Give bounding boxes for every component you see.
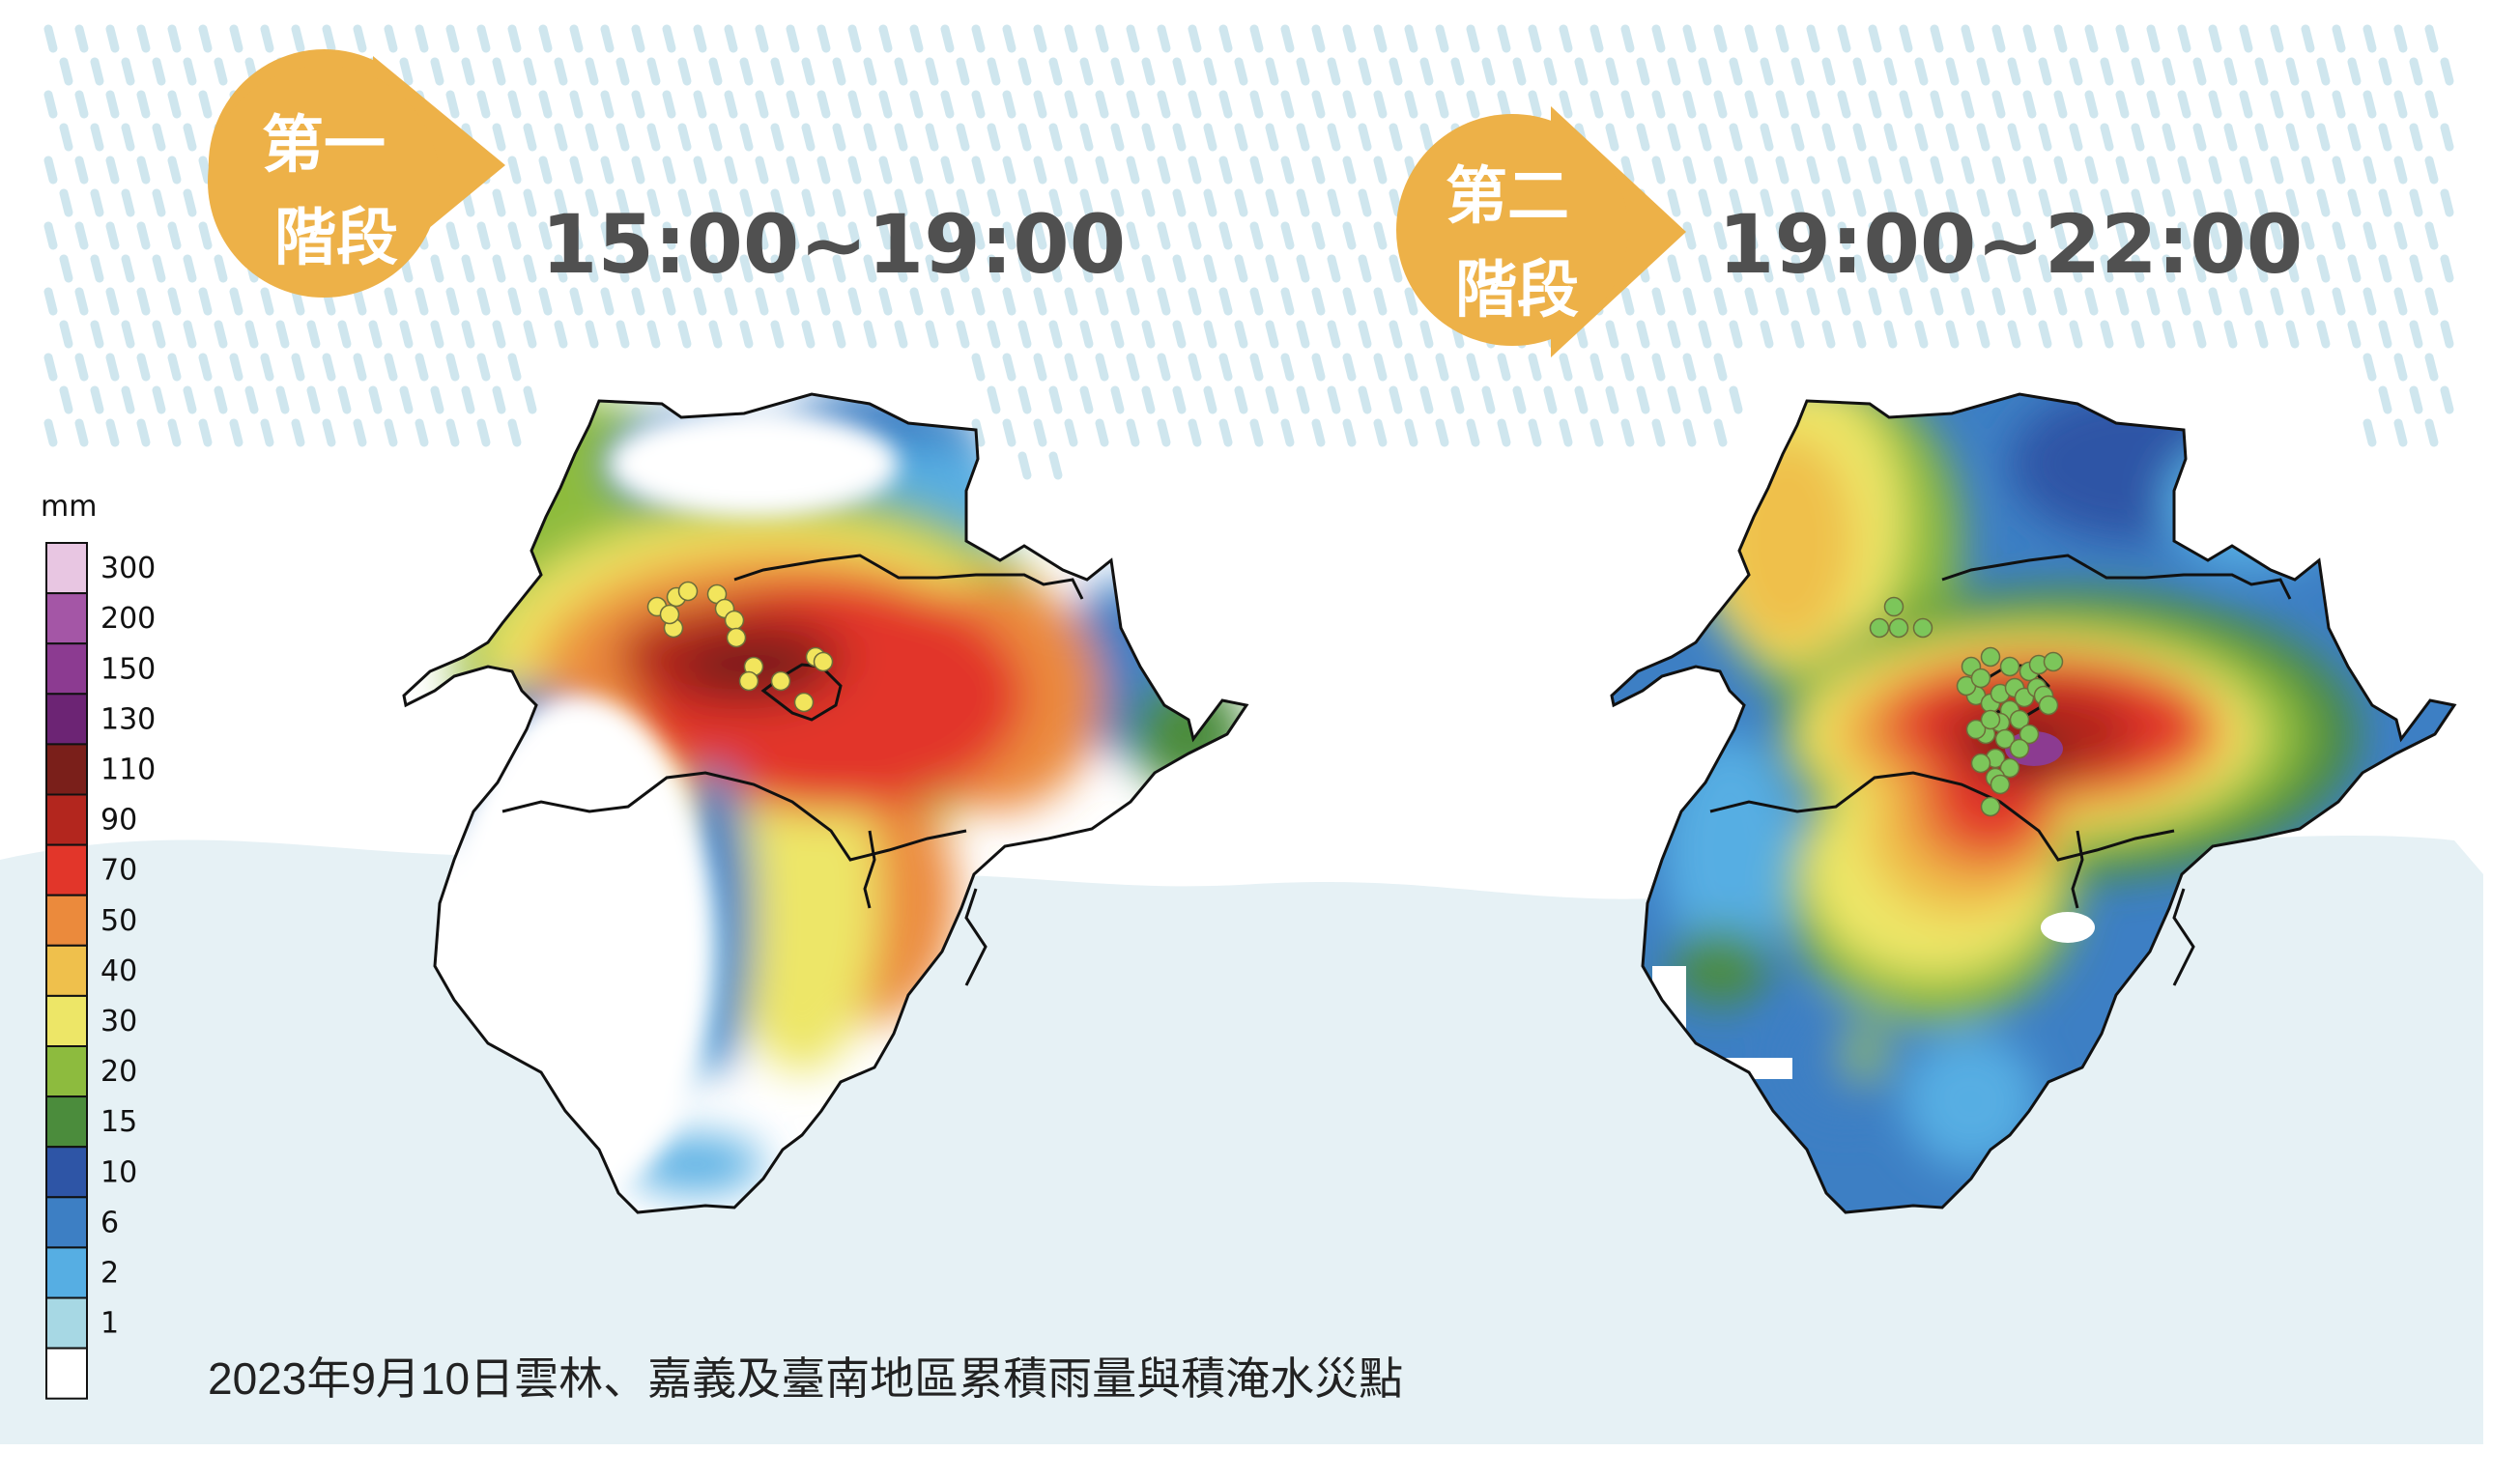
legend-tick-label: 15 (100, 1105, 137, 1139)
legend-color-box (45, 1196, 88, 1249)
stage1-label-line2: 階段 (274, 203, 398, 274)
legend-color-box (45, 843, 88, 896)
legend-tick-label: 110 (100, 754, 156, 787)
legend-tick-label: 300 (100, 552, 156, 585)
legend-color-box (45, 592, 88, 645)
flood-point-marker (2038, 695, 2059, 716)
flood-point-marker (726, 627, 747, 648)
flood-point-marker (738, 670, 759, 692)
flood-point-marker (659, 604, 680, 625)
flood-points-stage1 (646, 581, 834, 713)
stage1-badge: 第一 階段 (208, 48, 505, 298)
flood-point-marker (1970, 753, 1991, 774)
caption: 2023年9月10日雲林、嘉義及臺南地區累積雨量與積淹水災點 (208, 1353, 1403, 1404)
rainfall-map-stage1 (402, 392, 1248, 1214)
stage1-time-range: 15:00~19:00 (541, 197, 1126, 292)
legend-color-box (45, 642, 88, 696)
flood-point-marker (793, 692, 815, 713)
flood-point-marker (1980, 709, 2001, 730)
flood-point-marker (770, 670, 791, 692)
legend-tick-label: 10 (100, 1155, 137, 1189)
flood-point-marker (1980, 796, 2001, 817)
flood-point-marker (1912, 617, 1933, 639)
flood-point-marker (1990, 774, 2011, 795)
legend-tick-label: 6 (100, 1206, 119, 1239)
flood-points-stage2 (1869, 596, 2064, 817)
flood-point-marker (813, 651, 834, 672)
legend-color-box (45, 1347, 88, 1400)
flood-point-marker (2019, 724, 2040, 745)
legend-tick-label: 1 (100, 1307, 119, 1341)
legend-tick-label: 40 (100, 954, 137, 988)
stage1-label-line1: 第一 (262, 110, 386, 182)
flood-point-marker (1888, 617, 1909, 639)
legend-color-box (45, 994, 88, 1048)
legend-color-box (45, 1246, 88, 1299)
flood-point-marker (1994, 728, 2016, 750)
stage2-badge: 第二 階段 (1396, 106, 1686, 357)
legend-color-box (45, 743, 88, 796)
legend-tick-label: 50 (100, 904, 137, 938)
flood-point-marker (1965, 719, 1987, 740)
flood-point-marker (1999, 656, 2020, 677)
flood-point-marker (724, 610, 745, 631)
legend-color-box (45, 894, 88, 947)
stage2-time-range: 19:00~22:00 (1718, 197, 2303, 292)
flood-point-marker (2009, 738, 2030, 759)
legend-tick-label: 70 (100, 854, 137, 888)
legend-color-box (45, 693, 88, 746)
flood-point-marker (1869, 617, 1890, 639)
flood-point-marker (1980, 646, 2001, 668)
rainfall-legend: mm 300 200 150 130 110 90 70 50 40 30 20 15 10 6 2 1 (41, 490, 156, 1400)
legend-tick-label: 90 (100, 804, 137, 838)
stage2-label-line2: 階段 (1455, 255, 1579, 327)
legend-color-box (45, 1146, 88, 1199)
legend-unit: mm (41, 490, 97, 524)
legend-color-box (45, 1296, 88, 1350)
legend-tick-label: 30 (100, 1005, 137, 1038)
flood-point-marker (2043, 651, 2064, 672)
flood-point-marker (1999, 757, 2020, 779)
legend-tick-label: 2 (100, 1257, 119, 1291)
legend-color-box (45, 542, 88, 595)
legend-tick-label: 20 (100, 1055, 137, 1089)
legend-color-box (45, 793, 88, 846)
flood-point-marker (1970, 668, 1991, 689)
legend-color-box (45, 1095, 88, 1149)
legend-color-box (45, 1045, 88, 1098)
flood-point-marker (677, 581, 699, 602)
flood-point-marker (1883, 596, 1904, 617)
legend-tick-label: 150 (100, 652, 156, 686)
legend-tick-label: 130 (100, 702, 156, 736)
flood-point-marker (2009, 709, 2030, 730)
stage2-label-line1: 第二 (1446, 161, 1569, 233)
legend-color-box (45, 944, 88, 997)
legend-tick-label: 200 (100, 602, 156, 636)
